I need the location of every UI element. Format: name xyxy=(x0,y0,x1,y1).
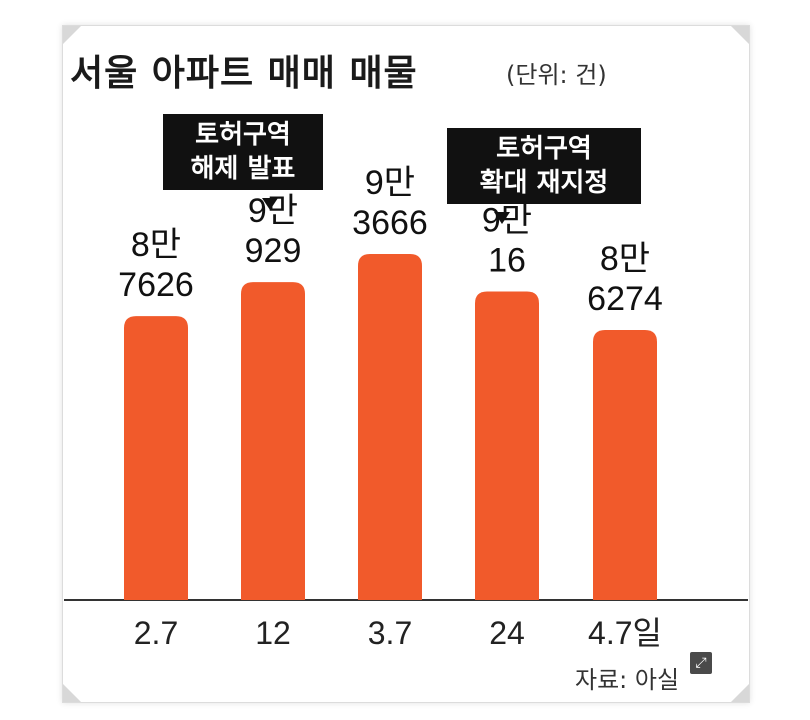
corner-fold xyxy=(731,684,749,702)
x-tick-label: 12 xyxy=(255,615,291,651)
data-label: 6274 xyxy=(587,280,663,318)
callout-redesignation: 토허구역 확대 재지정 xyxy=(447,128,641,204)
x-tick-label: 24 xyxy=(489,615,525,651)
source-label: 자료: 아실 xyxy=(575,666,680,694)
data-label: 3666 xyxy=(352,204,428,242)
x-tick-label: 2.7 xyxy=(134,615,178,651)
callout-line: 토허구역 xyxy=(496,134,592,164)
unit-label: (단위: 건) xyxy=(506,61,607,89)
data-label: 929 xyxy=(245,232,302,270)
data-label: 9만 xyxy=(365,164,415,202)
corner-fold xyxy=(63,684,81,702)
bar xyxy=(241,282,305,600)
bar xyxy=(358,253,422,600)
data-label: 16 xyxy=(488,242,526,280)
data-label: 8만 xyxy=(131,226,181,264)
bar xyxy=(475,291,539,600)
callout-line: 토허구역 xyxy=(195,120,291,150)
data-label: 7626 xyxy=(118,266,194,304)
x-tick-label: 3.7 xyxy=(368,615,412,651)
callout-deregulation: 토허구역 해제 발표 xyxy=(163,114,323,190)
data-label: 8만 xyxy=(600,240,650,278)
x-tick-label: 4.7일 xyxy=(588,615,662,651)
callout-line: 해제 발표 xyxy=(190,154,296,184)
chart-title: 서울 아파트 매매 매물 xyxy=(70,53,418,94)
bar xyxy=(593,329,657,600)
expand-icon[interactable]: ⤢ xyxy=(690,652,712,674)
corner-fold xyxy=(731,26,749,44)
corner-fold xyxy=(63,26,81,44)
callout-line: 확대 재지정 xyxy=(479,168,609,198)
callout-pointer xyxy=(494,212,510,224)
callout-pointer xyxy=(262,198,278,210)
bar xyxy=(124,316,188,600)
